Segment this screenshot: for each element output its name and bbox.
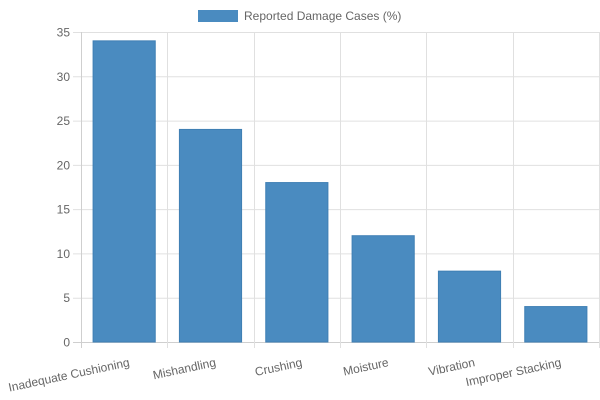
bars: [92, 40, 588, 343]
bar[interactable]: [351, 235, 415, 343]
y-tick-label: 15: [57, 203, 71, 217]
x-tick-label: Improper Stacking: [464, 355, 562, 389]
x-tick-label: Mishandling: [152, 355, 218, 382]
y-tick-label: 10: [57, 247, 71, 261]
y-tick-label: 25: [57, 114, 71, 128]
bar[interactable]: [524, 306, 588, 343]
y-tick-label: 0: [63, 336, 70, 350]
bar[interactable]: [92, 40, 156, 343]
x-tick-label: Crushing: [254, 355, 304, 379]
bar[interactable]: [178, 128, 243, 343]
y-tick-label: 5: [63, 291, 70, 305]
bar[interactable]: [437, 270, 502, 343]
x-tick-label: Inadequate Cushioning: [7, 355, 131, 394]
legend-label[interactable]: Reported Damage Cases (%): [244, 9, 401, 23]
legend[interactable]: Reported Damage Cases (%): [198, 9, 401, 23]
y-tick-label: 35: [57, 26, 71, 40]
x-tick-label: Moisture: [342, 355, 390, 378]
bar[interactable]: [265, 182, 329, 343]
y-tick-label: 20: [57, 158, 71, 172]
legend-swatch[interactable]: [198, 10, 238, 22]
grid: [73, 32, 600, 348]
y-tick-label: 30: [57, 70, 71, 84]
